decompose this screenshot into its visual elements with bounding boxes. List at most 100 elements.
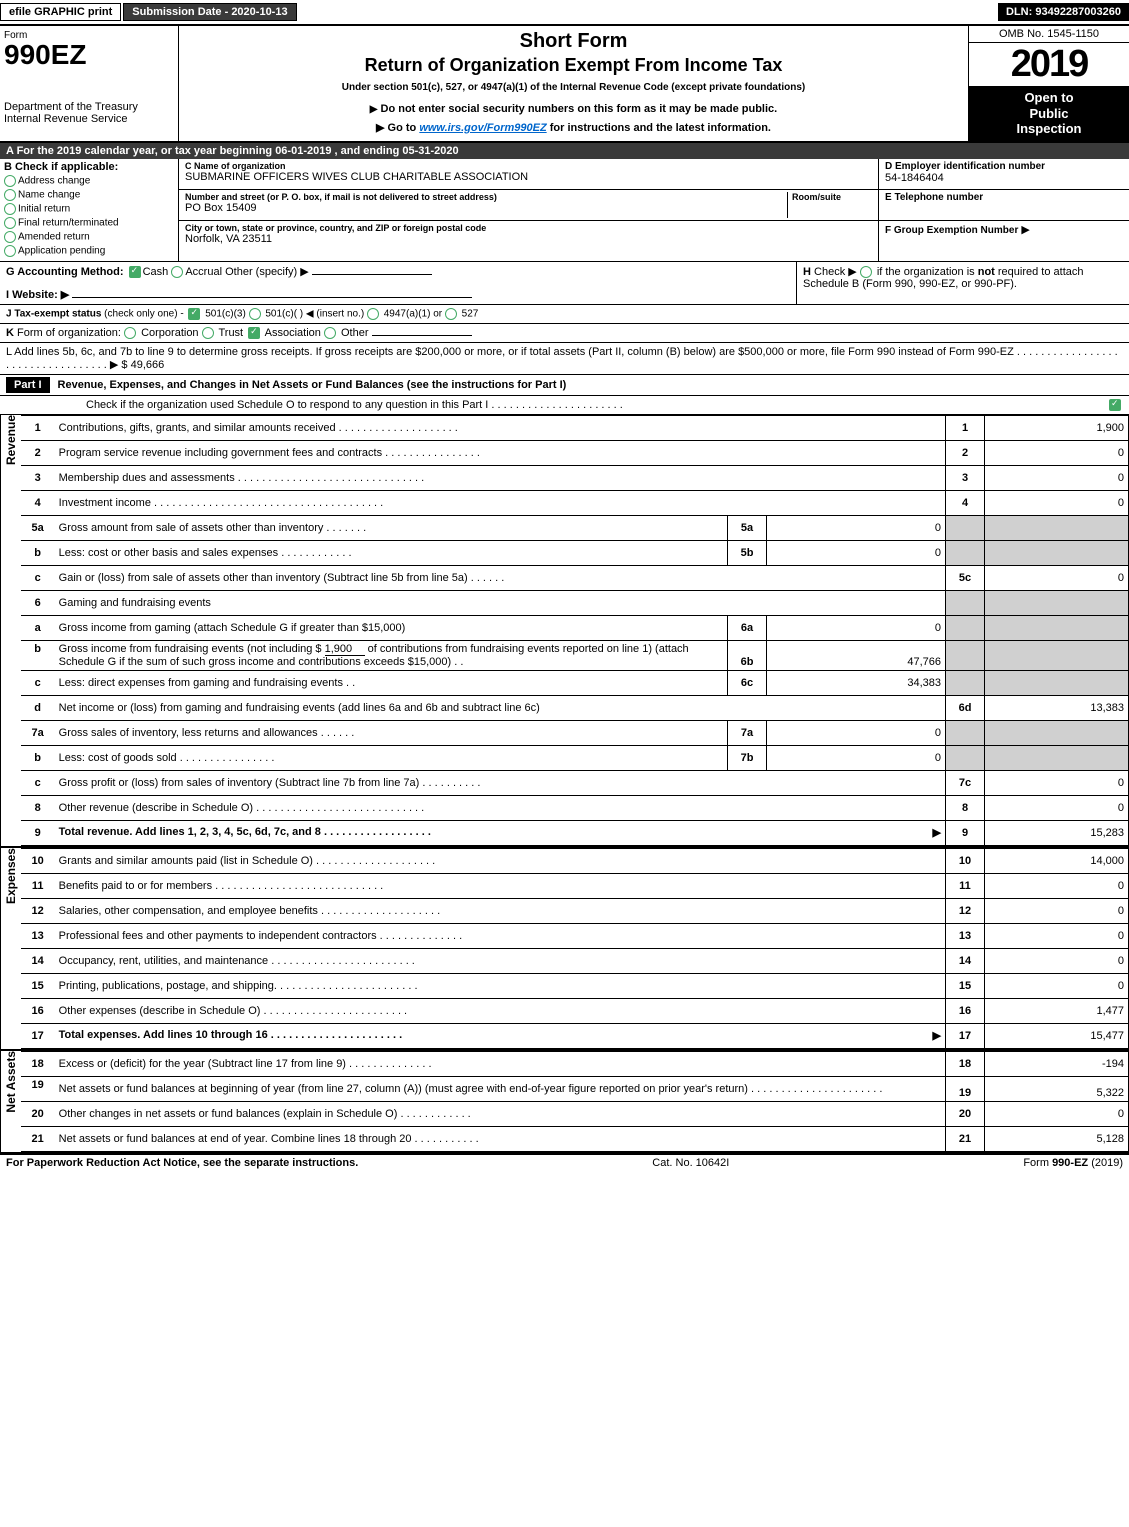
line-17: 17 Total expenses. Add lines 10 through … [21, 1023, 1129, 1048]
submission-date-button[interactable]: Submission Date - 2020-10-13 [123, 3, 296, 21]
box-b: B Check if applicable: Address change Na… [0, 159, 179, 261]
line-6a: a Gross income from gaming (attach Sched… [21, 615, 1129, 640]
open-line1: Open to [971, 90, 1127, 106]
open-line3: Inspection [971, 121, 1127, 137]
chk-501c3[interactable] [188, 308, 200, 320]
line-21: 21 Net assets or fund balances at end of… [21, 1126, 1129, 1151]
l6b-amt: 1,900 [325, 643, 365, 656]
g-other: Other (specify) ▶ [225, 266, 309, 278]
tax-year: 2019 [969, 43, 1129, 86]
top-bar: efile GRAPHIC print Submission Date - 20… [0, 0, 1129, 24]
org-name: SUBMARINE OFFICERS WIVES CLUB CHARITABLE… [185, 171, 872, 183]
ein-value: 54-1846404 [885, 172, 1123, 184]
city-value: Norfolk, VA 23511 [185, 233, 872, 245]
chk-accrual[interactable] [171, 266, 183, 278]
notice: ▶ Do not enter social security numbers o… [187, 103, 960, 115]
chk-schedule-o[interactable] [1109, 399, 1121, 411]
arrow-icon: ▶ [370, 104, 378, 115]
line-h: H Check ▶ if the organization is not req… [796, 262, 1129, 304]
line-h-text: H Check ▶ if the organization is not req… [803, 266, 1084, 290]
chk-h[interactable] [860, 266, 872, 278]
chk-trust[interactable] [202, 327, 214, 339]
line-5c: c Gain or (loss) from sale of assets oth… [21, 565, 1129, 590]
header-center: Short Form Return of Organization Exempt… [179, 26, 968, 141]
line-1: 1 Contributions, gifts, grants, and simi… [21, 415, 1129, 440]
link-pre: ▶ Go to [376, 122, 419, 134]
l9-d: Total revenue. Add lines 1, 2, 3, 4, 5c,… [59, 826, 431, 838]
dept-treasury: Department of the Treasury [4, 101, 174, 113]
room-label: Room/suite [792, 192, 872, 202]
side-expenses: Expenses [0, 848, 21, 1049]
link-post: for instructions and the latest informat… [547, 122, 771, 134]
line-6b: b Gross income from fundraising events (… [21, 640, 1129, 670]
footer-cat: Cat. No. 10642I [358, 1157, 1023, 1169]
arrow-icon: ▶ [933, 826, 941, 839]
box-b-checklist: Address change Name change Initial retur… [4, 175, 174, 257]
open-inspection-box: Open to Public Inspection [969, 86, 1129, 141]
line-11: 11 Benefits paid to or for members . . .… [21, 873, 1129, 898]
part1-title: Revenue, Expenses, and Changes in Net As… [50, 379, 1123, 391]
part1-header-row: Part I Revenue, Expenses, and Changes in… [0, 375, 1129, 396]
g-accrual: Accrual [185, 266, 222, 278]
box-def: D Employer identification number 54-1846… [878, 159, 1129, 261]
line-2: 2 Program service revenue including gove… [21, 440, 1129, 465]
line-5a: 5a Gross amount from sale of assets othe… [21, 515, 1129, 540]
chk-address[interactable]: Address change [4, 175, 174, 187]
line-7a: 7a Gross sales of inventory, less return… [21, 720, 1129, 745]
calendar-year-line: A For the 2019 calendar year, or tax yea… [0, 143, 1129, 159]
line-4: 4 Investment income . . . . . . . . . . … [21, 490, 1129, 515]
chk-final[interactable]: Final return/terminated [4, 217, 174, 229]
box-d-label: D Employer identification number [885, 161, 1123, 172]
line-i-label: I Website: ▶ [6, 289, 69, 301]
form-header: Form 990EZ Department of the Treasury In… [0, 24, 1129, 143]
part1-check-text: Check if the organization used Schedule … [6, 399, 1103, 411]
efile-print-button[interactable]: efile GRAPHIC print [0, 3, 121, 21]
line-18: 18 Excess or (deficit) for the year (Sub… [21, 1051, 1129, 1076]
line-14: 14 Occupancy, rent, utilities, and maint… [21, 948, 1129, 973]
chk-527[interactable] [445, 308, 457, 320]
form-number: 990EZ [4, 39, 174, 71]
l17-d: Total expenses. Add lines 10 through 16 … [59, 1029, 403, 1041]
row-l: L Add lines 5b, 6c, and 7b to line 9 to … [0, 343, 1129, 375]
addr-value: PO Box 15409 [185, 202, 787, 214]
chk-501c[interactable] [249, 308, 261, 320]
revenue-section: Revenue 1 Contributions, gifts, grants, … [0, 415, 1129, 848]
chk-cash[interactable] [129, 266, 141, 278]
page-footer: For Paperwork Reduction Act Notice, see … [0, 1155, 1129, 1171]
chk-4947[interactable] [367, 308, 379, 320]
line-9: 9 Total revenue. Add lines 1, 2, 3, 4, 5… [21, 820, 1129, 845]
dln-label: DLN: 93492287003260 [998, 3, 1129, 21]
subtitle: Under section 501(c), 527, or 4947(a)(1)… [187, 82, 960, 93]
chk-other-org[interactable] [324, 327, 336, 339]
addr-label: Number and street (or P. O. box, if mail… [185, 192, 787, 202]
chk-amended[interactable]: Amended return [4, 231, 174, 243]
row-j: J Tax-exempt status (check only one) - 5… [0, 305, 1129, 324]
line-13: 13 Professional fees and other payments … [21, 923, 1129, 948]
part1-check-row: Check if the organization used Schedule … [0, 396, 1129, 415]
line-8: 8 Other revenue (describe in Schedule O)… [21, 795, 1129, 820]
line-3: 3 Membership dues and assessments . . . … [21, 465, 1129, 490]
title-short-form: Short Form [187, 30, 960, 53]
box-f-label: F Group Exemption Number [885, 225, 1018, 236]
chk-assoc[interactable] [248, 327, 260, 339]
line-19: 19 Net assets or fund balances at beginn… [21, 1076, 1129, 1101]
side-net-assets: Net Assets [0, 1051, 21, 1152]
line-g-label: G Accounting Method: [6, 266, 124, 278]
line-6c: c Less: direct expenses from gaming and … [21, 670, 1129, 695]
box-e-label: E Telephone number [885, 192, 1123, 203]
chk-corp[interactable] [124, 327, 136, 339]
footer-form: Form 990-EZ (2019) [1023, 1157, 1123, 1169]
box-c: C Name of organization SUBMARINE OFFICER… [179, 159, 878, 261]
line-5b: b Less: cost or other basis and sales ex… [21, 540, 1129, 565]
line-10: 10 Grants and similar amounts paid (list… [21, 848, 1129, 873]
chk-initial[interactable]: Initial return [4, 203, 174, 215]
net-assets-section: Net Assets 18 Excess or (deficit) for th… [0, 1051, 1129, 1155]
header-right: OMB No. 1545-1150 2019 Open to Public In… [968, 26, 1129, 141]
chk-name[interactable]: Name change [4, 189, 174, 201]
line-20: 20 Other changes in net assets or fund b… [21, 1101, 1129, 1126]
line-15: 15 Printing, publications, postage, and … [21, 973, 1129, 998]
omb-number: OMB No. 1545-1150 [969, 26, 1129, 43]
chk-pending[interactable]: Application pending [4, 245, 174, 257]
expenses-section: Expenses 10 Grants and similar amounts p… [0, 848, 1129, 1051]
irs-link[interactable]: www.irs.gov/Form990EZ [419, 122, 546, 134]
